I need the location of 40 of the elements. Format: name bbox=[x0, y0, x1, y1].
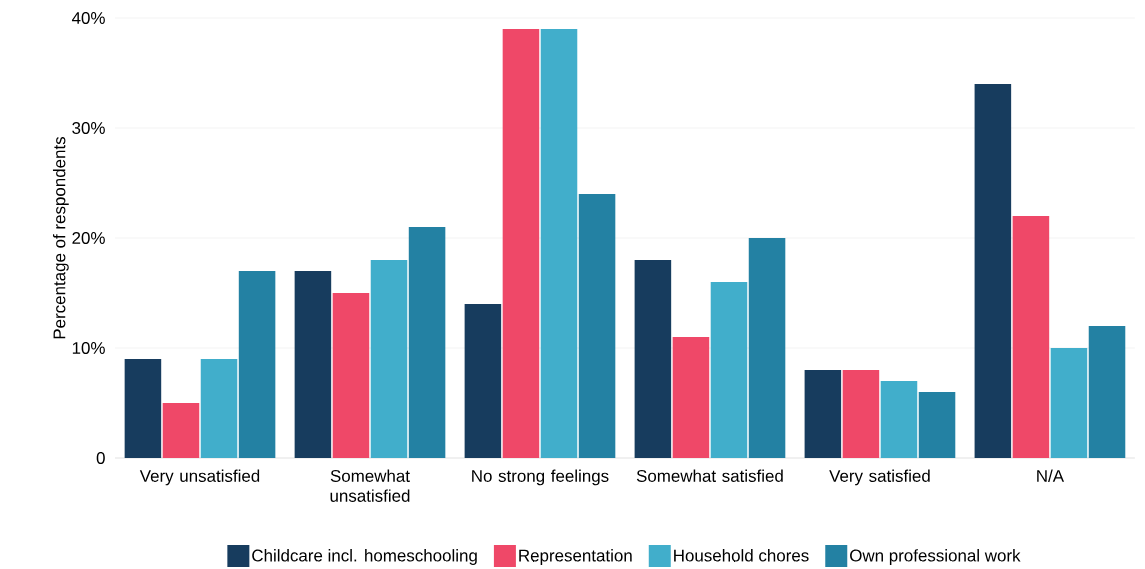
bar bbox=[578, 194, 616, 458]
bar bbox=[540, 29, 578, 458]
x-tick-label: Somewhat satisfied bbox=[636, 469, 783, 482]
bar bbox=[880, 381, 918, 458]
legend-label: Representation bbox=[519, 549, 632, 565]
bar bbox=[842, 370, 880, 458]
bar bbox=[502, 29, 540, 458]
bar bbox=[162, 403, 200, 458]
x-tick-label: Somewhat unsatisfied bbox=[330, 469, 410, 502]
x-tick-label: Very satisfied bbox=[829, 469, 930, 486]
y-axis-title: Percentage of respondents bbox=[52, 136, 69, 339]
legend-label: Own professional work bbox=[850, 549, 1021, 565]
y-tick-label: 20% bbox=[72, 232, 105, 244]
bar bbox=[200, 359, 238, 458]
bar bbox=[748, 238, 786, 458]
bar bbox=[710, 282, 748, 458]
legend-label: Childcare incl. homeschooling bbox=[252, 549, 477, 565]
bar bbox=[1012, 216, 1050, 458]
y-tick-label: 10% bbox=[72, 342, 105, 354]
bar bbox=[124, 359, 162, 458]
x-tick-label: Very unsatisfied bbox=[139, 469, 260, 486]
bar bbox=[464, 304, 502, 458]
y-tick-label: 40% bbox=[71, 12, 105, 24]
x-tick-label: No strong feelings bbox=[472, 469, 609, 486]
y-tick-label: 30% bbox=[72, 122, 105, 134]
bar bbox=[918, 392, 956, 458]
bar bbox=[408, 227, 446, 458]
bar bbox=[634, 260, 672, 458]
x-tick-label: N/A bbox=[1037, 469, 1065, 482]
bar bbox=[238, 271, 276, 458]
legend-label: Household chores bbox=[674, 549, 809, 562]
bar bbox=[1088, 326, 1126, 458]
bar bbox=[804, 370, 842, 458]
y-tick-label: 0 bbox=[96, 452, 105, 464]
bar bbox=[672, 337, 710, 458]
bar bbox=[294, 271, 332, 458]
bar bbox=[974, 84, 1012, 458]
bar bbox=[370, 260, 408, 458]
bar bbox=[1050, 348, 1088, 458]
bar bbox=[332, 293, 370, 458]
